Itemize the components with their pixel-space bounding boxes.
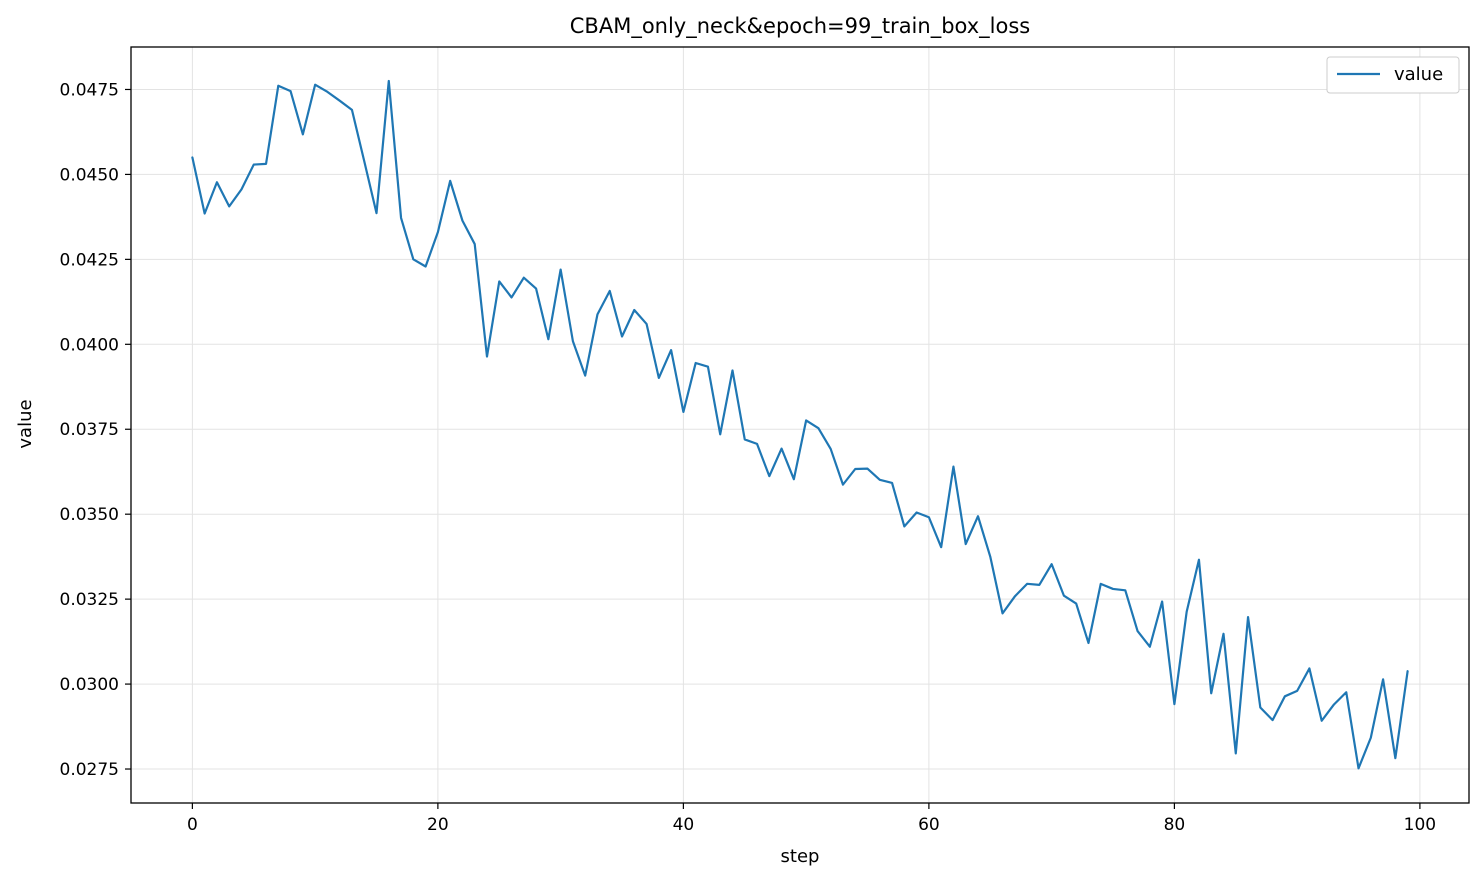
x-tick-label: 60	[918, 815, 940, 835]
axis-ticks: 0 20 40 60 80 100 0.0275 0.0300 0.0325 0.0350 0.03…	[60, 80, 1437, 835]
y-tick-label: 0.0400	[60, 335, 119, 355]
y-axis-label: value	[15, 399, 36, 448]
y-tick-label: 0.0450	[60, 165, 119, 185]
y-tick-label: 0.0425	[60, 250, 119, 270]
legend: value	[1326, 56, 1460, 94]
grid-lines	[131, 47, 1469, 803]
x-tick-label: 100	[1404, 815, 1436, 835]
y-tick-label: 0.0350	[60, 505, 119, 525]
y-tick-label: 0.0375	[60, 420, 119, 440]
x-tick-label: 0	[187, 815, 198, 835]
x-tick-label: 20	[427, 815, 449, 835]
plot-series	[191, 79, 1409, 770]
legend-entry-value: value	[1394, 64, 1443, 85]
x-tick-label: 40	[673, 815, 695, 835]
x-axis-label: step	[781, 846, 820, 867]
legend-box	[1326, 56, 1460, 94]
plot-frame	[130, 46, 1470, 804]
series-line-value	[191, 79, 1409, 770]
x-tick-label: 80	[1164, 815, 1186, 835]
y-tick-label: 0.0325	[60, 590, 119, 610]
chart-title: CBAM_only_neck&epoch=99_train_box_loss	[570, 14, 1030, 39]
y-tick-label: 0.0300	[60, 675, 119, 695]
y-tick-label: 0.0475	[60, 80, 119, 100]
y-tick-label: 0.0275	[60, 760, 119, 780]
